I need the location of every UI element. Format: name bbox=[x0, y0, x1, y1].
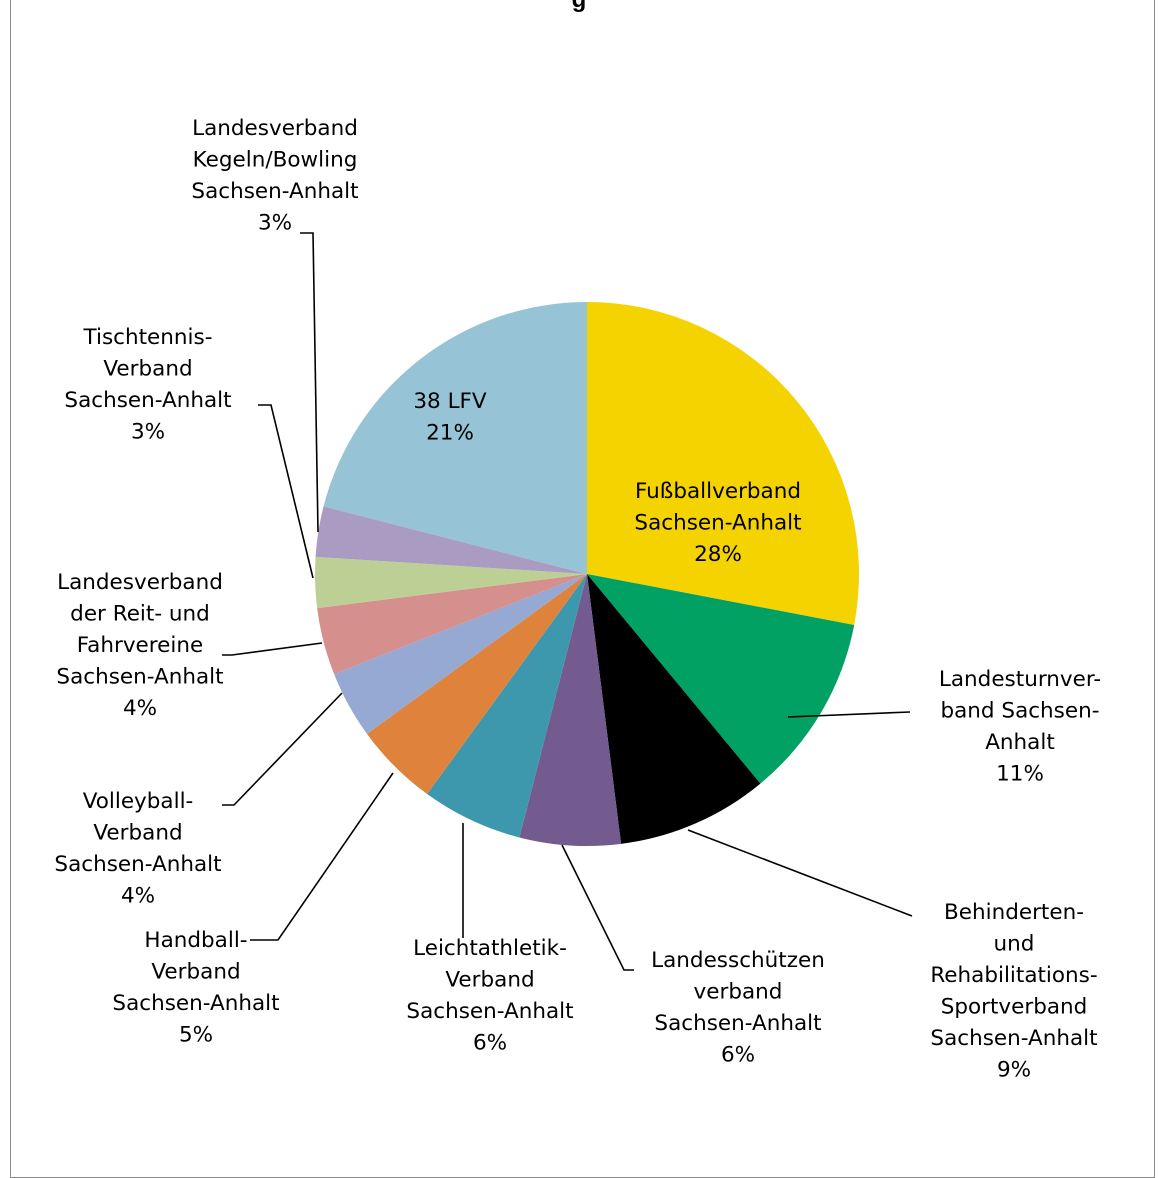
pie-slice-fussball bbox=[587, 302, 859, 625]
leader-line-reit bbox=[222, 642, 323, 656]
pie-slice-handball bbox=[366, 574, 587, 795]
leader-line-tischtennis bbox=[258, 404, 314, 579]
data-label-handball: Handball-Verband Sachsen-Anhalt 5% bbox=[112, 928, 279, 1048]
chart-title-fragment: g bbox=[0, 0, 1158, 14]
leader-line-behinderten bbox=[687, 829, 913, 917]
pie-slice-kegeln bbox=[315, 506, 587, 574]
pie-slice-volleyball bbox=[334, 574, 587, 734]
pie-slice-leichtathletik bbox=[427, 574, 587, 838]
leader-line-kegeln bbox=[300, 232, 319, 533]
leader-line-volleyball bbox=[222, 692, 343, 806]
leader-line-handball bbox=[250, 772, 394, 941]
data-label-fussball: Fußballverband Sachsen-Anhalt 28% bbox=[634, 479, 801, 567]
data-label-lfv: 38 LFV 21% bbox=[413, 389, 487, 446]
pie-slice-schuetzen bbox=[519, 574, 622, 847]
pie-slice-lfv bbox=[323, 302, 587, 574]
leader-line-turn bbox=[787, 711, 911, 718]
data-label-tischtennis: Tischtennis-Verband Sachsen-Anhalt 3% bbox=[64, 325, 231, 445]
data-label-volleyball: Volleyball-Verband Sachsen-Anhalt 4% bbox=[54, 789, 221, 909]
pie-slice-tischtennis bbox=[315, 556, 587, 609]
data-label-reit: Landesverband der Reit- und Fahrvereine Sac… bbox=[56, 570, 223, 721]
pie-slice-reit bbox=[317, 574, 587, 675]
leader-line-schuetzen bbox=[561, 844, 634, 971]
data-label-leichtathletik: Leichtathletik-Verband Sachsen-Anhalt 6% bbox=[406, 936, 573, 1056]
pie-slice-behinderten bbox=[587, 574, 761, 844]
data-label-schuetzen: Landesschützen verband Sachsen-Anhalt 6% bbox=[651, 948, 825, 1068]
data-label-kegeln: Landesverband Kegeln/Bowling Sachsen-Anhal… bbox=[191, 116, 358, 236]
pie-slice-turn bbox=[587, 574, 855, 784]
data-label-turn: Landesturnver-band Sachsen-Anhalt 11% bbox=[939, 667, 1101, 787]
data-label-behinderten: Behinderten-und Rehabilitations-Sportverb… bbox=[930, 900, 1097, 1083]
